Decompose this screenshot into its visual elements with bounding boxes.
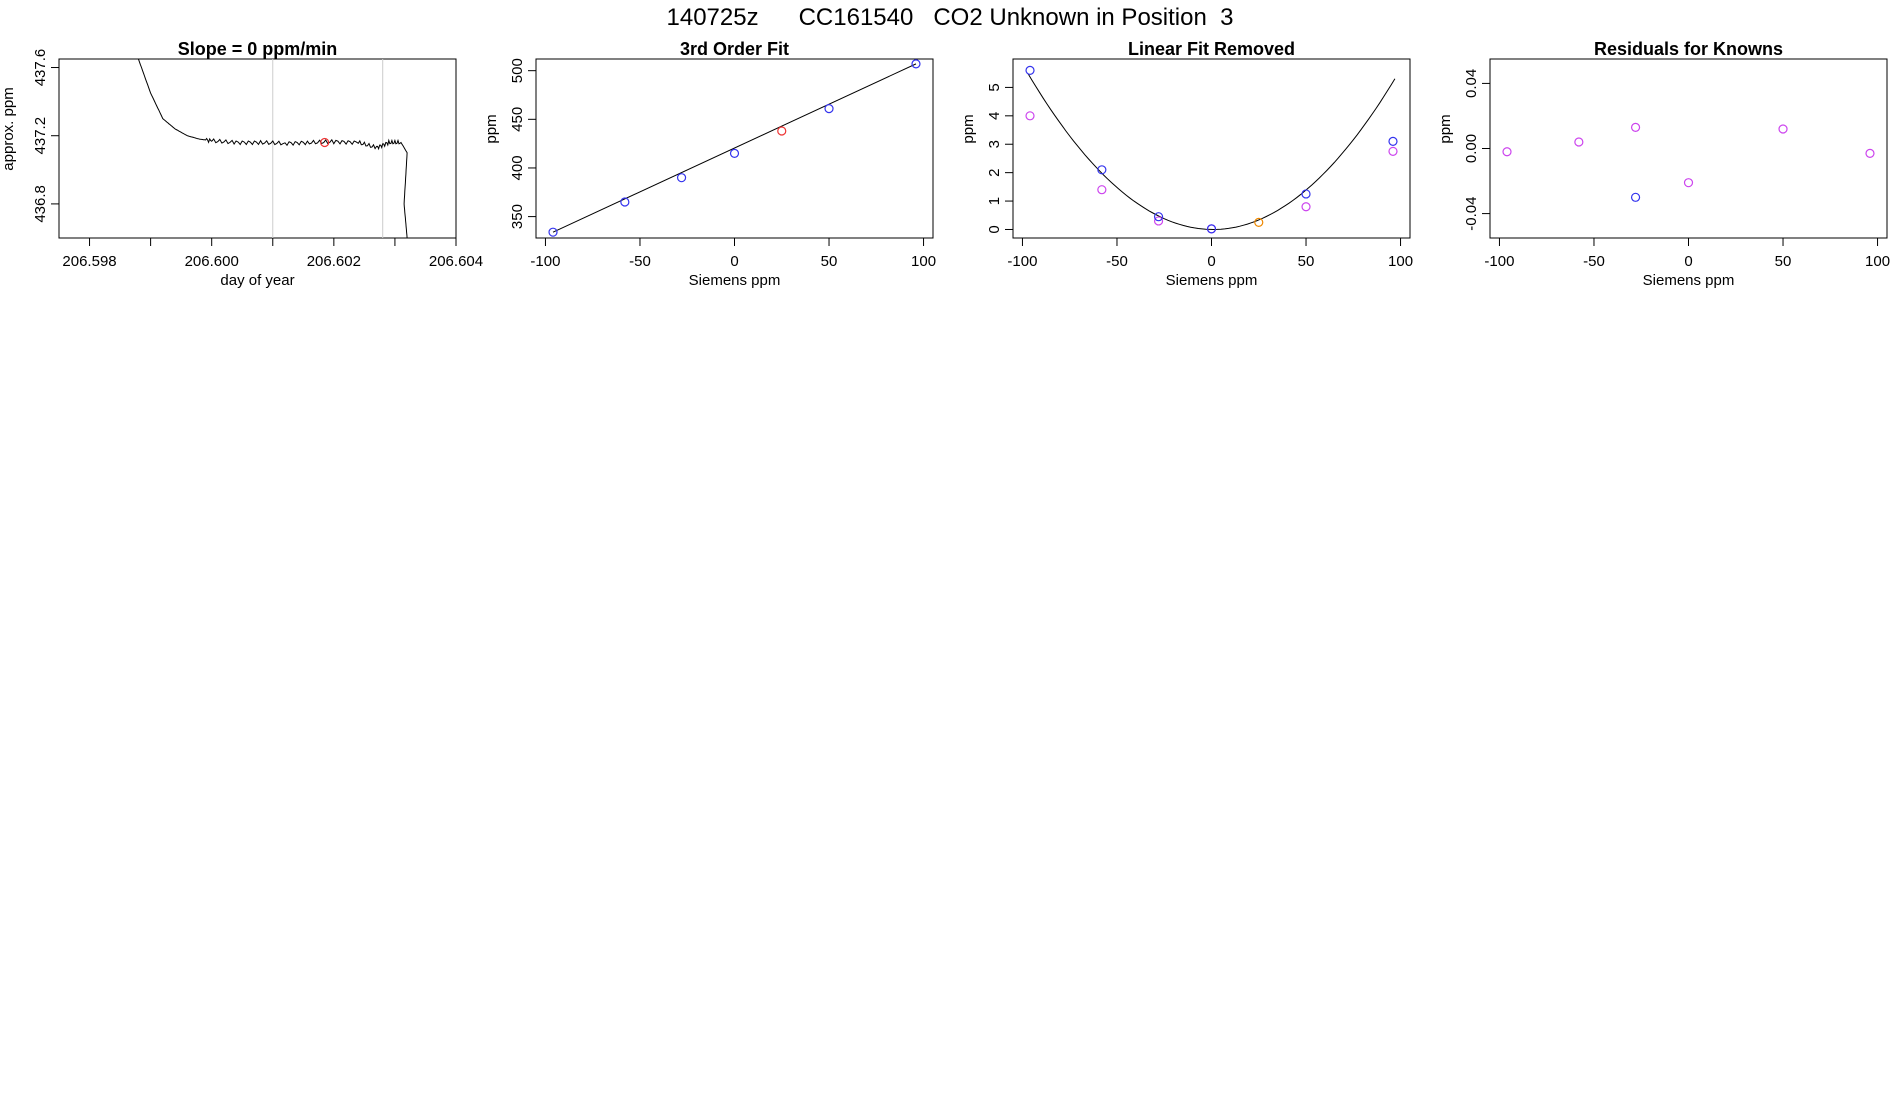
plot-area	[1025, 65, 1398, 234]
known-point	[911, 59, 921, 69]
x-tick-label: 100	[911, 253, 936, 270]
panel-title: Linear Fit Removed	[1128, 39, 1295, 59]
y-tick-label: -0.04	[1463, 196, 1480, 230]
residual-point	[1388, 146, 1398, 156]
residual-point	[1097, 185, 1107, 195]
x-tick-label: 206.600	[185, 253, 239, 270]
fit-curve	[1027, 73, 1396, 231]
x-tick-label: 50	[1775, 253, 1792, 270]
ppm-trace	[137, 59, 408, 238]
panel-4: Residuals for Knowns -100 -50 0 50 100 -0.04 0.…	[1437, 39, 1890, 289]
known-point	[676, 173, 687, 183]
residual-point	[1683, 178, 1694, 188]
y-tick-label: 500	[509, 58, 526, 83]
known-point	[1153, 212, 1164, 222]
y-tick-label: 437.6	[32, 49, 49, 87]
residual-point	[1502, 147, 1512, 157]
panel-1: Slope = 0 ppm/min 206.598 206.600 206.602 20…	[0, 39, 483, 289]
y-tick-label: 0.04	[1463, 69, 1480, 98]
x-tick-label: 206.604	[429, 253, 483, 270]
known-point	[1097, 165, 1107, 175]
known-point	[1388, 136, 1398, 146]
y-tick-label: 437.2	[32, 117, 49, 155]
residual-point	[1301, 202, 1311, 212]
x-tick-label: -50	[1583, 253, 1605, 270]
x-tick-label: -100	[1007, 253, 1037, 270]
plot-frame	[1489, 58, 1888, 239]
x-axis-label: Siemens ppm	[1166, 272, 1258, 289]
x-tick-label: 0	[730, 253, 738, 270]
residual-point	[1778, 124, 1788, 134]
known-point	[1025, 65, 1035, 75]
y-tick-label: 2	[986, 168, 1003, 176]
x-tick-label: 0	[1207, 253, 1215, 270]
unknown-point	[777, 126, 787, 136]
plot-area	[137, 59, 408, 238]
y-tick-label: 0	[986, 225, 1003, 233]
x-tick-label: 206.602	[307, 253, 361, 270]
plot-area	[1502, 122, 1875, 202]
y-tick-label: 1	[986, 197, 1003, 205]
known-point	[620, 197, 630, 207]
known-point	[729, 148, 740, 158]
x-axis-label: Siemens ppm	[1643, 272, 1735, 289]
panel-title: 3rd Order Fit	[680, 39, 789, 59]
x-tick-label: 206.598	[62, 253, 116, 270]
known-point	[1630, 192, 1641, 202]
y-tick-label: 400	[509, 155, 526, 180]
residual-point	[1025, 111, 1035, 121]
x-tick-label: 100	[1865, 253, 1890, 270]
x-tick-label: -50	[629, 253, 651, 270]
x-axis-label: day of year	[220, 272, 294, 289]
known-point	[548, 227, 558, 237]
unknown-point	[320, 137, 330, 148]
known-point	[1301, 189, 1311, 199]
y-axis-label: ppm	[483, 114, 500, 143]
y-axis-label: ppm	[960, 114, 977, 143]
residual-point	[1153, 216, 1164, 226]
y-axis-label: ppm	[1437, 114, 1454, 143]
known-point	[824, 104, 834, 114]
residual-point	[1574, 137, 1584, 147]
y-axis-label: approx. ppm	[0, 87, 17, 170]
x-tick-label: -100	[530, 253, 560, 270]
plot-frame	[58, 58, 457, 239]
residual-point	[1630, 122, 1641, 132]
panel-2: 3rd Order Fit -100 -50 0 50 100 350 400 450 500 Si…	[483, 39, 936, 289]
fit-line	[552, 63, 917, 233]
x-tick-label: -50	[1106, 253, 1128, 270]
x-tick-label: 50	[1298, 253, 1315, 270]
y-tick-label: 450	[509, 107, 526, 132]
x-tick-label: 100	[1388, 253, 1413, 270]
unknown-point	[1254, 217, 1264, 227]
x-tick-label: 50	[821, 253, 838, 270]
known-point	[1206, 224, 1217, 234]
panel-title: Slope = 0 ppm/min	[178, 39, 338, 59]
plot-frame	[1012, 58, 1411, 239]
panel-3: Linear Fit Removed -100 -50 0 50 100 0 1 2 3 4 5 Sie…	[960, 39, 1413, 289]
panel-title: Residuals for Knowns	[1594, 39, 1783, 59]
residual-point	[1865, 148, 1875, 158]
y-tick-label: 4	[986, 112, 1003, 120]
y-tick-label: 5	[986, 83, 1003, 91]
y-tick-label: 3	[986, 140, 1003, 148]
y-tick-label: 0.00	[1463, 134, 1480, 163]
y-tick-label: 436.8	[32, 185, 49, 223]
x-tick-label: 0	[1684, 253, 1692, 270]
x-axis-label: Siemens ppm	[689, 272, 781, 289]
plot-area	[548, 59, 921, 237]
y-tick-label: 350	[509, 204, 526, 229]
x-tick-label: -100	[1484, 253, 1514, 270]
page-title: 140725z CC161540 CO2 Unknown in Position…	[666, 4, 1234, 31]
